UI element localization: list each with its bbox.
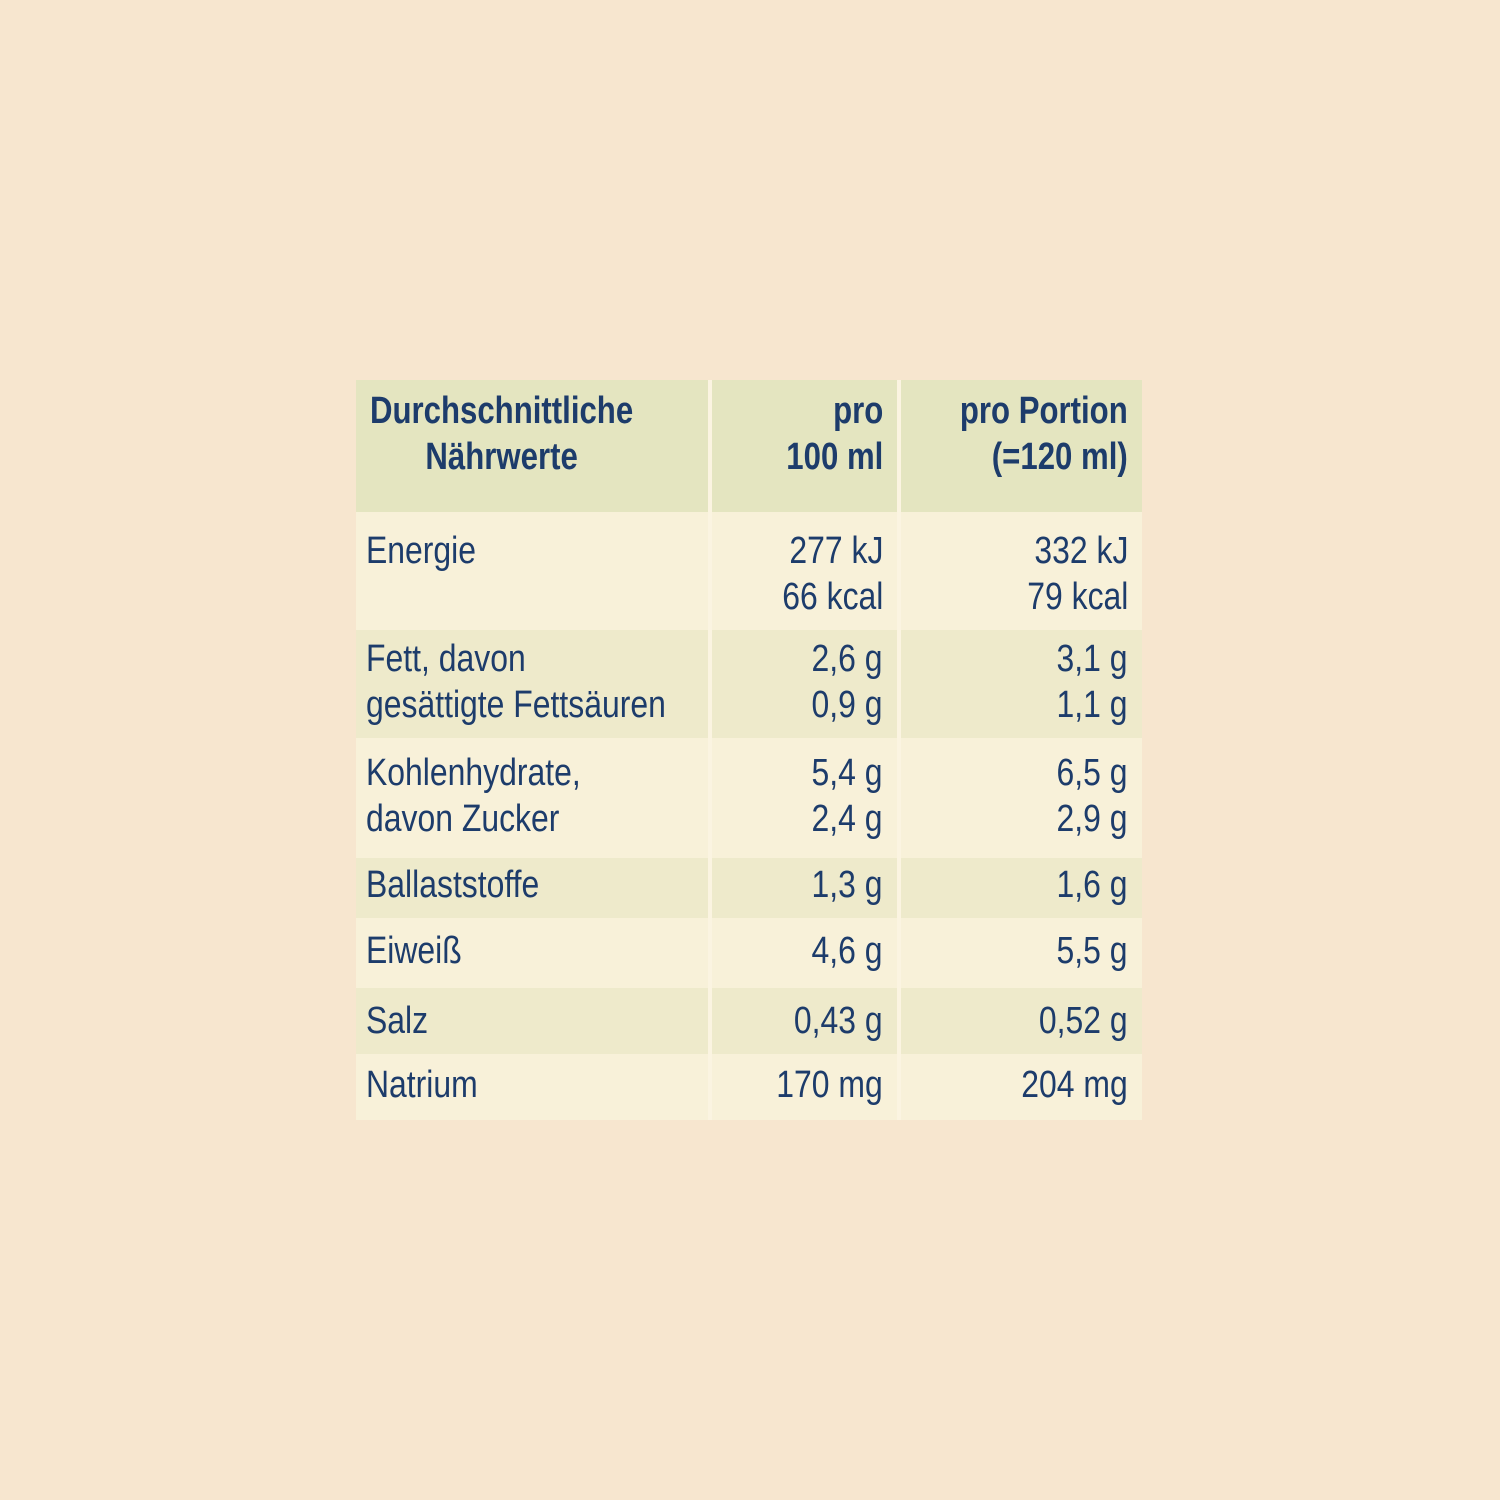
- table-row-ballaststoffe: Ballaststoffe 1,3 g 1,6 g: [356, 858, 1142, 918]
- row-value-per-100ml: 4,6 g: [708, 918, 897, 988]
- row-value-per-portion: 1,6 g: [897, 858, 1142, 918]
- row-value-per-portion: 5,5 g: [897, 918, 1142, 988]
- row-value-per-portion: 0,52 g: [897, 988, 1142, 1054]
- row-value-per-100ml: 5,4 g 2,4 g: [708, 738, 897, 858]
- table-row-fett: Fett, davon gesättigte Fettsäuren 2,6 g …: [356, 630, 1142, 738]
- row-label: Eiweiß: [356, 918, 708, 988]
- table-row-natrium: Natrium 170 mg 204 mg: [356, 1054, 1142, 1120]
- row-label: Kohlenhydrate, davon Zucker: [356, 738, 708, 858]
- header-per-100ml: pro 100 ml: [708, 380, 897, 512]
- table-row-eiweiss: Eiweiß 4,6 g 5,5 g: [356, 918, 1142, 988]
- nutrition-table: Durchschnittliche Nährwerte pro 100 ml p…: [356, 380, 1142, 1120]
- table-row-kohlenhydrate: Kohlenhydrate, davon Zucker 5,4 g 2,4 g …: [356, 738, 1142, 858]
- row-label: Natrium: [356, 1054, 708, 1120]
- header-per-portion: pro Portion (=120 ml): [897, 380, 1142, 512]
- row-value-per-portion: 3,1 g 1,1 g: [897, 630, 1142, 738]
- table-row-salz: Salz 0,43 g 0,52 g: [356, 988, 1142, 1054]
- row-value-per-100ml: 277 kJ 66 kcal: [708, 512, 897, 630]
- table-row-energie: Energie 277 kJ 66 kcal 332 kJ 79 kcal: [356, 512, 1142, 630]
- row-value-per-100ml: 170 mg: [708, 1054, 897, 1120]
- row-value-per-portion: 204 mg: [897, 1054, 1142, 1120]
- row-label: Energie: [356, 512, 708, 630]
- row-value-per-portion: 6,5 g 2,9 g: [897, 738, 1142, 858]
- row-value-per-100ml: 2,6 g 0,9 g: [708, 630, 897, 738]
- row-label: Salz: [356, 988, 708, 1054]
- row-value-per-portion: 332 kJ 79 kcal: [897, 512, 1142, 630]
- row-label: Fett, davon gesättigte Fettsäuren: [356, 630, 708, 738]
- table-header-row: Durchschnittliche Nährwerte pro 100 ml p…: [356, 380, 1142, 512]
- row-value-per-100ml: 1,3 g: [708, 858, 897, 918]
- row-label: Ballaststoffe: [356, 858, 708, 918]
- header-nutrient: Durchschnittliche Nährwerte: [356, 380, 708, 512]
- row-value-per-100ml: 0,43 g: [708, 988, 897, 1054]
